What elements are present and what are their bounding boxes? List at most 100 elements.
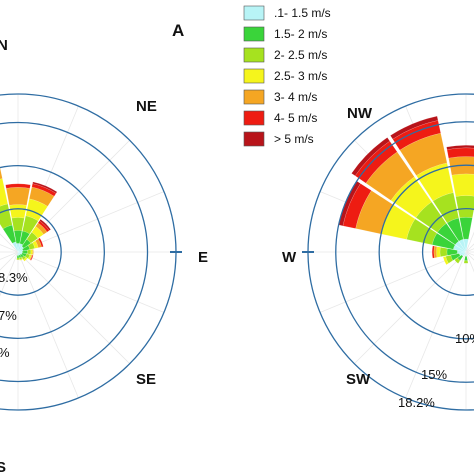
rose-segment xyxy=(21,255,27,261)
ring-label-b-2: 18.2% xyxy=(398,395,435,410)
rose-segment xyxy=(9,204,27,219)
rose-segment xyxy=(25,198,48,222)
wind-rose-a xyxy=(0,93,182,411)
legend-swatch-0 xyxy=(243,5,265,21)
ring-circle xyxy=(421,207,474,297)
rose-segment xyxy=(5,183,31,189)
rose-segment xyxy=(26,231,39,244)
legend-swatch-1 xyxy=(243,26,265,42)
legend-label-4: 3- 4 m/s xyxy=(274,90,317,104)
rose-segment xyxy=(19,230,31,246)
rose-segment xyxy=(22,215,39,235)
wind-rose-b xyxy=(302,93,474,411)
direction-label-nw: NW xyxy=(347,105,373,122)
rose-segment xyxy=(19,258,23,261)
direction-label-se: SE xyxy=(136,371,156,388)
rose-segment xyxy=(16,255,20,259)
rose-segment xyxy=(22,245,31,252)
rose-segment xyxy=(415,201,447,233)
rose-segment xyxy=(18,254,22,259)
rose-segment xyxy=(11,217,25,232)
rose-segment xyxy=(446,248,458,256)
panel-letter: A xyxy=(172,21,184,40)
rose-segment xyxy=(37,220,50,233)
rose-segment xyxy=(17,246,24,253)
legend-label-5: 4- 5 m/s xyxy=(274,111,317,125)
ring-circle xyxy=(335,121,474,383)
rose-segment xyxy=(5,187,31,206)
rose-segment xyxy=(35,222,48,235)
ring-label-b-0: 10% xyxy=(455,331,474,346)
rose-segment xyxy=(431,245,435,259)
rose-segment xyxy=(342,183,372,229)
rose-segment xyxy=(13,230,23,244)
radial-gridline xyxy=(319,251,467,313)
rose-segment xyxy=(27,254,32,260)
rose-segment xyxy=(0,178,9,207)
rose-segment xyxy=(437,223,459,245)
direction-label-s: S xyxy=(0,459,6,474)
rose-segment xyxy=(439,247,448,257)
rose-segment xyxy=(30,249,33,255)
legend-swatch-5 xyxy=(243,110,265,126)
rose-segment xyxy=(432,192,460,224)
rose-segment xyxy=(445,255,454,264)
rose-segment xyxy=(433,245,438,259)
rose-segment xyxy=(19,253,24,258)
rose-segment xyxy=(37,237,44,248)
radial-gridline xyxy=(17,191,165,253)
radial-gridline xyxy=(17,251,165,313)
legend-swatch-4 xyxy=(243,89,265,105)
rose-segment xyxy=(2,224,17,244)
rose-segment xyxy=(30,254,34,261)
rose-segment xyxy=(406,218,438,246)
rose-segment xyxy=(455,195,474,219)
rose-segment xyxy=(450,253,461,261)
rose-segment xyxy=(17,251,21,256)
rose-segment xyxy=(458,239,467,253)
legend-label-1: 1.5- 2 m/s xyxy=(274,27,327,41)
radial-gridline xyxy=(17,251,131,365)
rose-segment xyxy=(0,203,13,230)
legend-swatch-6 xyxy=(243,131,265,147)
rose-segment xyxy=(16,243,20,253)
direction-label-sw: SW xyxy=(346,371,371,388)
rose-segment xyxy=(442,256,449,266)
radial-gridline xyxy=(0,251,19,297)
radial-gridline xyxy=(405,251,467,399)
rose-segment xyxy=(31,183,57,197)
rose-segment xyxy=(390,176,432,218)
rose-segment xyxy=(354,140,398,184)
rose-segment xyxy=(32,181,58,194)
legend-swatch-2 xyxy=(243,47,265,63)
rose-segment xyxy=(27,242,36,250)
ring-label-b-1: 15% xyxy=(421,367,447,382)
rose-segment xyxy=(16,257,20,260)
rose-segment xyxy=(399,132,448,176)
rose-segment xyxy=(19,256,23,260)
rose-segment xyxy=(32,240,39,249)
rose-segment xyxy=(21,252,27,257)
rose-segment xyxy=(22,250,28,254)
rose-segment xyxy=(31,226,44,239)
direction-label-w: W xyxy=(282,249,297,266)
radial-gridline xyxy=(353,251,467,365)
ring-label-a-2: % xyxy=(0,345,10,360)
direction-label-e: E xyxy=(198,249,208,266)
ring-circle xyxy=(378,164,474,340)
radial-gridline xyxy=(17,251,79,399)
rose-segment xyxy=(35,238,42,248)
rose-segment xyxy=(21,238,32,249)
rose-segment xyxy=(446,145,474,150)
rose-segment xyxy=(0,166,3,180)
direction-label-ne: NE xyxy=(136,98,157,115)
rose-segment xyxy=(23,257,28,262)
speed-legend: .1- 1.5 m/s 1.5- 2 m/s 2- 2.5 m/s 2.5- 3… xyxy=(243,5,331,147)
rose-segment xyxy=(457,254,464,261)
rose-segment xyxy=(32,248,34,256)
legend-swatch-3 xyxy=(243,68,265,84)
rose-segment xyxy=(446,147,474,159)
rose-segment xyxy=(27,249,32,255)
rose-segment xyxy=(454,257,461,264)
legend-label-2: 2- 2.5 m/s xyxy=(274,48,327,62)
